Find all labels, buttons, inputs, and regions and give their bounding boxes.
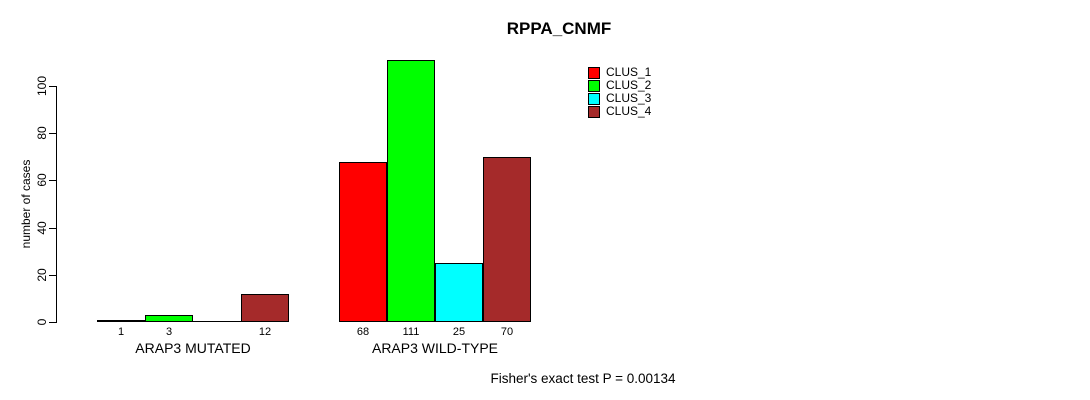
y-tick-label: 100: [35, 75, 49, 97]
legend-swatch-clus-1: [588, 66, 600, 79]
bar-clus-1-wild-type: [339, 162, 387, 322]
x-group-label: ARAP3 MUTATED: [135, 340, 251, 356]
y-axis-line: [56, 86, 57, 323]
bar-value-label: 1: [117, 326, 125, 338]
stat-annotation: Fisher's exact test P = 0.00134: [490, 371, 676, 386]
bar-clus-4-mutated: [241, 294, 289, 322]
y-tick-mark: [49, 228, 56, 229]
legend-swatch-clus-4: [588, 105, 600, 118]
x-group-label: ARAP3 WILD-TYPE: [371, 340, 499, 356]
y-tick-label: 80: [35, 126, 49, 140]
bar-clus-1-mutated: [97, 320, 145, 322]
bar-zero-clus-3-mutated: [193, 321, 241, 322]
legend: CLUS_1 CLUS_2 CLUS_3 CLUS_4: [588, 66, 651, 118]
y-tick-label: 0: [35, 318, 49, 326]
legend-swatch-clus-2: [588, 79, 600, 92]
legend-item: CLUS_2: [588, 79, 651, 92]
legend-item-label: CLUS_2: [606, 78, 652, 92]
y-tick-mark: [49, 180, 56, 181]
y-tick-mark: [49, 86, 56, 87]
y-tick-label: 60: [35, 173, 49, 187]
bar-value-label: 68: [356, 326, 370, 338]
bar-clus-2-mutated: [145, 315, 193, 322]
bar-value-label: 70: [500, 326, 514, 338]
y-tick-mark: [49, 322, 56, 323]
bar-value-label: 25: [452, 326, 466, 338]
legend-item-label: CLUS_3: [606, 91, 652, 105]
legend-swatch-clus-3: [588, 92, 600, 105]
bar-clus-2-wild-type: [387, 60, 435, 322]
y-tick-label: 20: [35, 268, 49, 282]
y-axis-label: number of cases: [19, 159, 33, 249]
legend-item: CLUS_4: [588, 105, 651, 118]
chart-title: RPPA_CNMF: [506, 19, 612, 38]
legend-item-label: CLUS_4: [606, 104, 652, 118]
bar-clus-4-wild-type: [483, 157, 531, 322]
legend-item-label: CLUS_1: [606, 65, 652, 79]
bar-value-label: 111: [402, 326, 420, 338]
legend-item: CLUS_3: [588, 92, 651, 105]
y-tick-mark: [49, 275, 56, 276]
bar-value-label: 3: [165, 326, 173, 338]
bar-value-label: 12: [258, 326, 272, 338]
y-tick-mark: [49, 133, 56, 134]
bar-clus-3-wild-type: [435, 263, 483, 322]
y-tick-label: 40: [35, 221, 49, 235]
legend-item: CLUS_1: [588, 66, 651, 79]
